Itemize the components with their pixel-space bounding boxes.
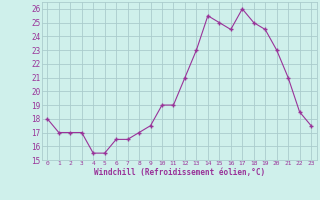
X-axis label: Windchill (Refroidissement éolien,°C): Windchill (Refroidissement éolien,°C) [94,168,265,177]
